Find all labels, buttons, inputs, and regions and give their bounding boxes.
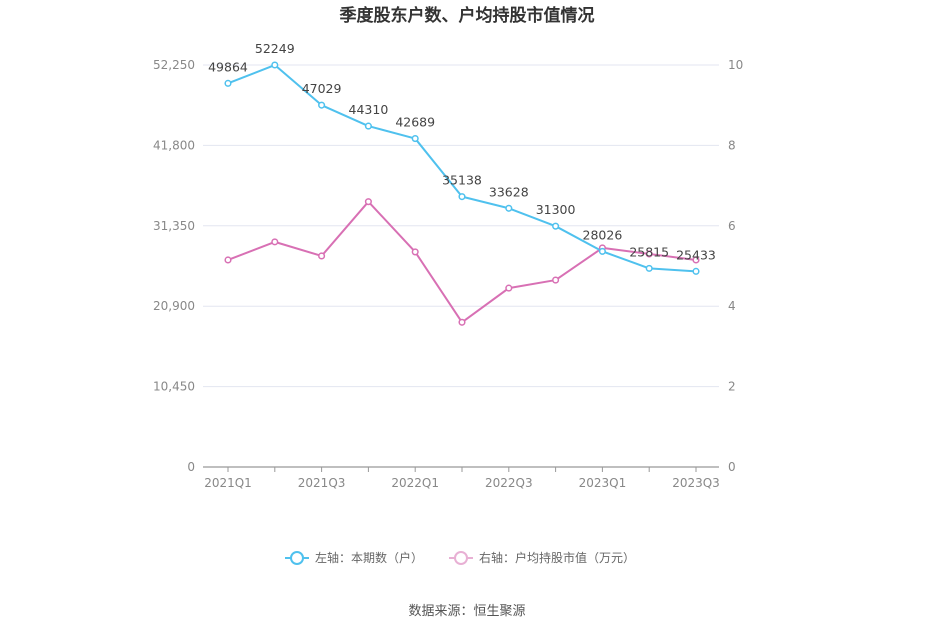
data-point bbox=[505, 204, 513, 212]
legend-item-left-series[interactable]: 左轴：本期数（户） bbox=[285, 550, 423, 565]
data-point bbox=[645, 250, 653, 258]
data-label: 49864 bbox=[208, 59, 248, 74]
data-label: 47029 bbox=[302, 81, 342, 96]
x-axis-tick-label: 2021Q3 bbox=[298, 476, 346, 490]
left-axis-tick-label: 41,800 bbox=[153, 138, 195, 152]
data-label: 25815 bbox=[629, 244, 669, 259]
legend-marker-left bbox=[290, 551, 304, 565]
data-label: 33628 bbox=[489, 184, 529, 199]
chart-title: 季度股东户数、户均持股市值情况 bbox=[340, 5, 595, 26]
legend-label-left: 左轴：本期数（户） bbox=[315, 550, 423, 565]
data-point bbox=[271, 238, 279, 246]
data-label: 35138 bbox=[442, 173, 482, 188]
x-axis-tick-label: 2023Q1 bbox=[579, 476, 627, 490]
data-point bbox=[411, 248, 419, 256]
left-axis-tick-label: 20,900 bbox=[153, 299, 195, 313]
data-points bbox=[224, 61, 700, 326]
legend-item-right-series[interactable]: 右轴：户均持股市值（万元） bbox=[449, 550, 635, 565]
data-point bbox=[364, 122, 372, 130]
data-point bbox=[458, 193, 466, 201]
right-axis-tick-label: 0 bbox=[728, 460, 736, 474]
data-label: 31300 bbox=[536, 202, 576, 217]
x-axis-tick-label: 2021Q1 bbox=[204, 476, 252, 490]
data-label: 28026 bbox=[583, 227, 623, 242]
axes: 0 0 10,450 2 20,900 4 31,350 6 41,800 8 52,250 10 20… bbox=[153, 58, 743, 490]
data-label: 44310 bbox=[349, 102, 389, 117]
right-axis-tick-label: 2 bbox=[728, 380, 736, 394]
left-axis-tick-label: 10,450 bbox=[153, 380, 195, 394]
data-point bbox=[224, 256, 232, 264]
legend-marker-right bbox=[454, 551, 468, 565]
data-point bbox=[645, 264, 653, 272]
series-line-shareholders bbox=[227, 64, 697, 273]
right-axis-tick-label: 6 bbox=[728, 219, 736, 233]
data-point bbox=[598, 247, 606, 255]
data-point bbox=[692, 267, 700, 275]
data-point bbox=[552, 276, 560, 284]
source-note: 数据来源：恒生聚源 bbox=[408, 604, 525, 619]
data-labels: 49864 52249 47029 44310 42689 35138 33628 31300… bbox=[208, 41, 716, 262]
left-axis-tick-label: 0 bbox=[187, 460, 195, 474]
data-point bbox=[318, 101, 326, 109]
x-axis-tick-label: 2023Q3 bbox=[672, 476, 720, 490]
data-label: 52249 bbox=[255, 41, 295, 56]
data-point bbox=[692, 256, 700, 264]
left-axis-tick-label: 52,250 bbox=[153, 58, 195, 72]
data-point bbox=[458, 318, 466, 326]
data-point bbox=[271, 61, 279, 69]
data-point bbox=[552, 222, 560, 230]
x-axis-tick-label: 2022Q1 bbox=[391, 476, 439, 490]
right-axis-tick-label: 8 bbox=[728, 138, 736, 152]
data-point bbox=[364, 198, 372, 206]
right-axis-tick-label: 4 bbox=[728, 299, 736, 313]
data-point bbox=[411, 135, 419, 143]
right-axis-tick-label: 10 bbox=[728, 58, 743, 72]
legend: 左轴：本期数（户） 右轴：户均持股市值（万元） bbox=[285, 550, 635, 565]
x-axis-tick-label: 2022Q3 bbox=[485, 476, 533, 490]
data-point bbox=[318, 252, 326, 260]
left-axis-tick-label: 31,350 bbox=[153, 219, 195, 233]
series-line-avg-holding-value bbox=[227, 200, 697, 324]
data-point bbox=[505, 284, 513, 292]
legend-label-right: 右轴：户均持股市值（万元） bbox=[479, 550, 635, 565]
data-label: 25433 bbox=[676, 247, 716, 262]
data-point bbox=[224, 79, 232, 87]
data-label: 42689 bbox=[395, 115, 435, 130]
grid-lines bbox=[203, 64, 719, 388]
